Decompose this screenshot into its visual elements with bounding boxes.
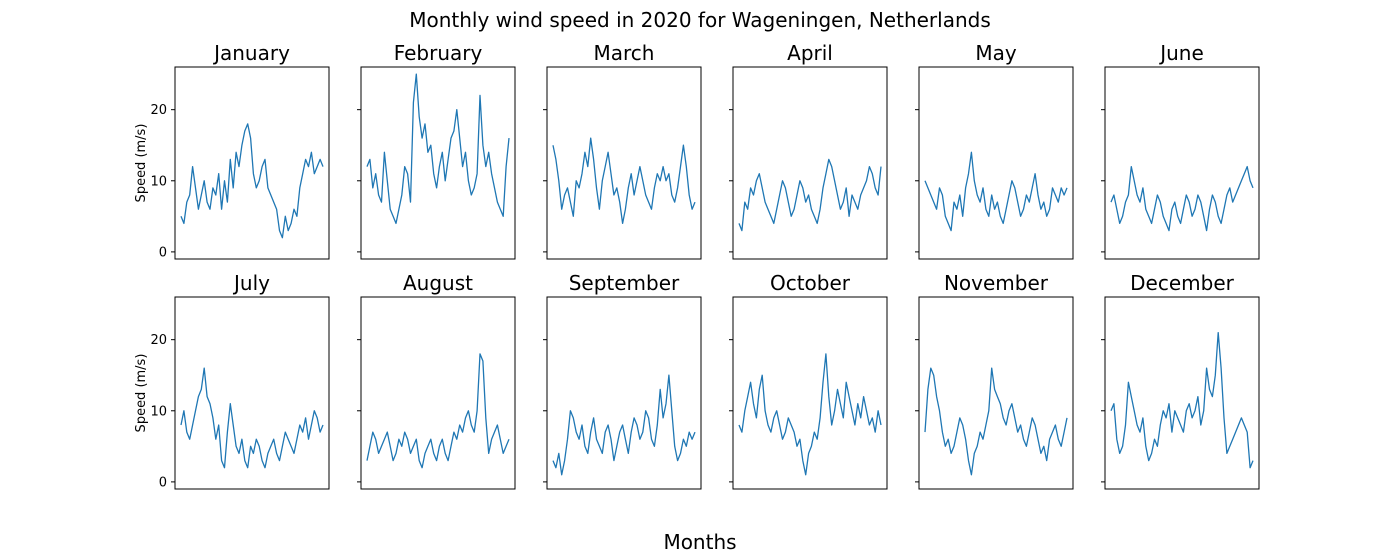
panel-title: April [787, 41, 833, 65]
y-tick-label: 0 [159, 245, 167, 260]
panel-august: August [357, 271, 515, 489]
y-tick-label: 0 [159, 475, 167, 490]
panel-frame [733, 297, 887, 489]
panel-title: June [1158, 41, 1204, 65]
panel-may: May [915, 41, 1073, 259]
y-axis-label: Speed (m/s) [134, 354, 149, 433]
panel-frame [175, 297, 329, 489]
x-axis-label: Months [663, 530, 736, 554]
y-tick-label: 20 [150, 103, 167, 118]
wind-speed-line [181, 124, 323, 238]
panel-title: August [403, 271, 473, 295]
panel-november: November [915, 271, 1073, 489]
panel-title: December [1130, 271, 1234, 295]
panel-title: February [394, 41, 483, 65]
y-tick-label: 10 [150, 174, 167, 189]
panel-title: March [594, 41, 655, 65]
panel-title: May [975, 41, 1017, 65]
wind-speed-line [367, 354, 509, 468]
wind-speed-line [553, 138, 695, 223]
wind-speed-line [925, 152, 1067, 230]
panel-october: October [729, 271, 887, 489]
panel-frame [361, 297, 515, 489]
panel-frame [547, 67, 701, 259]
wind-speed-line [553, 375, 695, 475]
panel-title: July [232, 271, 270, 295]
chart-title: Monthly wind speed in 2020 for Wageninge… [409, 8, 991, 32]
wind-speed-line [925, 368, 1067, 475]
panel-march: March [543, 41, 701, 259]
panel-frame [1105, 67, 1259, 259]
wind-speed-line [181, 368, 323, 468]
wind-speed-line [739, 159, 881, 230]
panel-december: December [1101, 271, 1259, 489]
wind-speed-line [367, 74, 509, 223]
panel-february: February [357, 41, 515, 259]
panel-frame [919, 67, 1073, 259]
panel-june: June [1101, 41, 1259, 259]
panel-title: January [212, 41, 290, 65]
y-axis-label: Speed (m/s) [134, 124, 149, 203]
y-tick-label: 10 [150, 404, 167, 419]
panel-title: November [944, 271, 1049, 295]
wind-speed-line [739, 354, 881, 475]
y-tick-label: 20 [150, 333, 167, 348]
wind-speed-line [1111, 167, 1253, 231]
wind-speed-line [1111, 333, 1253, 468]
panel-title: September [569, 271, 680, 295]
panel-frame [733, 67, 887, 259]
panel-title: October [770, 271, 851, 295]
panel-september: September [543, 271, 701, 489]
panel-april: April [729, 41, 887, 259]
